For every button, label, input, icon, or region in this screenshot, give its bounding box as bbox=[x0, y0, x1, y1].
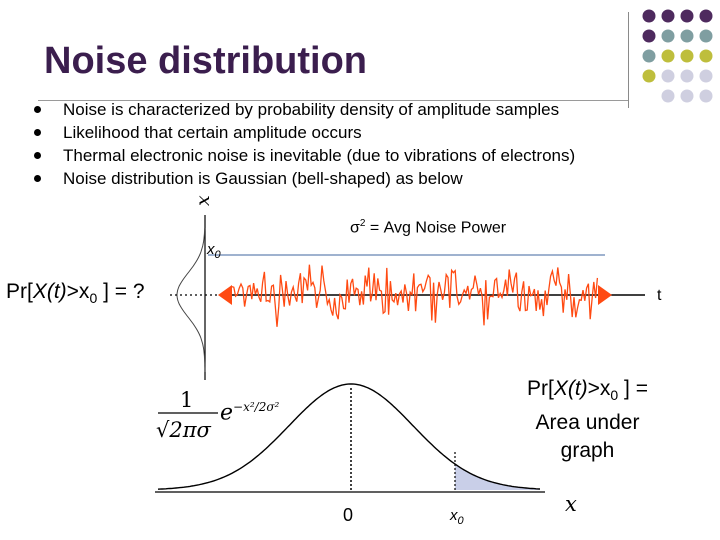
decorative-dot bbox=[680, 89, 694, 103]
decorative-dot bbox=[642, 49, 656, 63]
shaded-tail-area bbox=[455, 464, 540, 490]
decorative-dot bbox=[699, 9, 713, 23]
noise-waveform bbox=[231, 264, 599, 327]
area-label-line-1: Pr[X(t)>x0 ] = bbox=[526, 377, 648, 404]
gaussian-x-axis-label: x bbox=[565, 492, 577, 516]
area-label-line-3: graph bbox=[560, 439, 615, 463]
x0-level-label: x0 bbox=[207, 241, 221, 261]
decorative-dot bbox=[699, 89, 713, 103]
area-under-graph-label: Pr[X(t)>x0 ] = Area under graph bbox=[510, 375, 665, 465]
time-axis-label: t bbox=[657, 287, 662, 304]
formula-denominator: √2πσ bbox=[156, 418, 211, 442]
decorative-dot bbox=[661, 29, 675, 43]
bullet-item: Noise distribution is Gaussian (bell-sha… bbox=[34, 167, 575, 190]
formula-numerator: 1 bbox=[180, 388, 194, 412]
decorative-dot bbox=[661, 69, 675, 83]
decorative-dot bbox=[699, 69, 713, 83]
decorative-dot bbox=[699, 49, 713, 63]
decorative-dot bbox=[680, 9, 694, 23]
decorative-dot bbox=[642, 9, 656, 23]
zero-label: 0 bbox=[343, 505, 354, 525]
area-label-line-2: Area under bbox=[535, 411, 640, 435]
slide-title: Noise distribution bbox=[44, 40, 367, 82]
decorative-dot bbox=[680, 49, 694, 63]
gaussian-curve bbox=[157, 383, 541, 490]
formula-exponential: e−x²/2σ² bbox=[220, 400, 280, 426]
bullet-item: Likelihood that certain amplitude occurs bbox=[34, 121, 575, 144]
noise-power-label: σ2 = Avg Noise Power bbox=[350, 218, 507, 237]
title-divider bbox=[38, 100, 628, 101]
left-arrow-icon bbox=[218, 285, 232, 305]
amplitude-axis-label: x bbox=[192, 195, 214, 206]
sideways-gaussian-curve bbox=[176, 227, 206, 372]
decorative-dot bbox=[699, 29, 713, 43]
decorative-dot bbox=[661, 49, 675, 63]
decorative-dot bbox=[642, 29, 656, 43]
corner-divider bbox=[628, 12, 629, 108]
right-arrow-icon bbox=[598, 285, 612, 305]
decorative-dot bbox=[661, 9, 675, 23]
decorative-dot bbox=[642, 69, 656, 83]
probability-question-label: Pr[X(t)>x0 ] = ? bbox=[6, 280, 145, 307]
x0-axis-label: x0 bbox=[450, 507, 464, 527]
decorative-dots-icon bbox=[642, 9, 713, 103]
bullet-item: Thermal electronic noise is inevitable (… bbox=[34, 144, 575, 167]
bullet-list: Noise is characterized by probability de… bbox=[34, 98, 575, 190]
decorative-dot bbox=[661, 89, 675, 103]
decorative-dot bbox=[680, 29, 694, 43]
decorative-dot bbox=[680, 69, 694, 83]
bullet-item: Noise is characterized by probability de… bbox=[34, 98, 575, 121]
